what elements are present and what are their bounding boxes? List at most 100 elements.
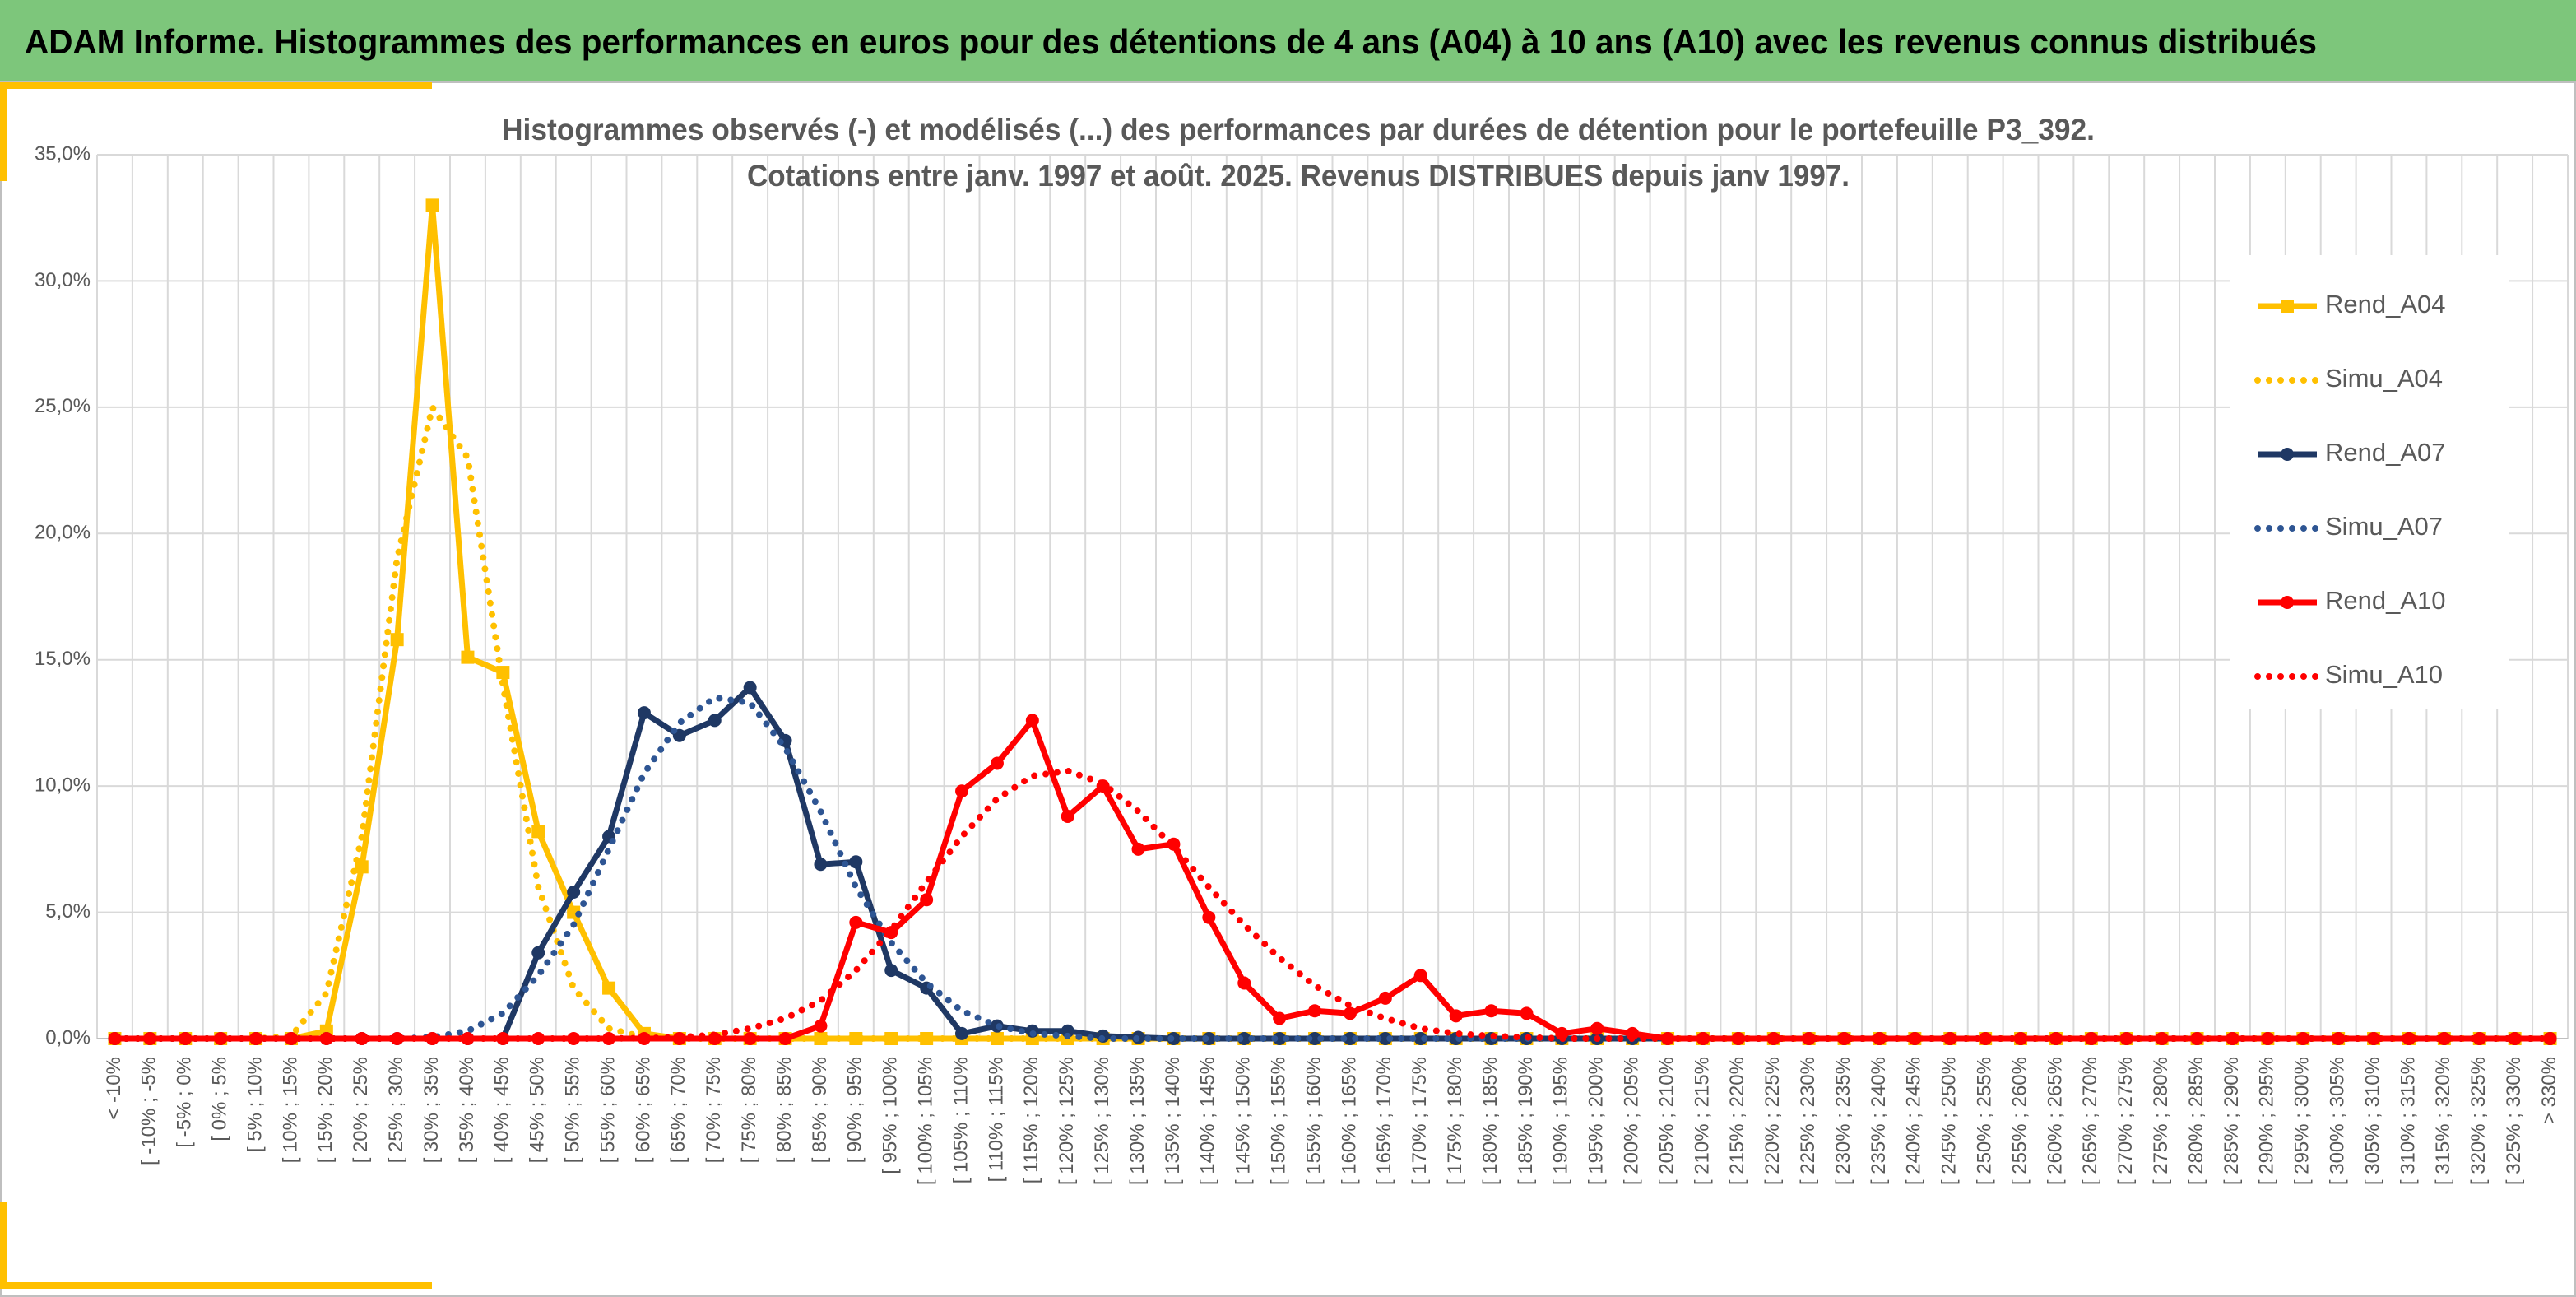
point	[1837, 1032, 1851, 1045]
point	[814, 858, 828, 872]
point	[425, 198, 439, 212]
point	[814, 1032, 828, 1045]
point	[1378, 1032, 1392, 1045]
x-tick-label: [ 60% ; 65%	[632, 1057, 654, 1163]
y-tick-label: 0,0%	[45, 1026, 91, 1048]
header-title: ADAM Informe. Histogrammes des performan…	[25, 22, 2317, 61]
chart-subtitle: Cotations entre janv. 1997 et août. 2025…	[747, 159, 1850, 193]
x-tick-label: [ 170% ; 175%	[1409, 1057, 1431, 1185]
x-tick-label: [ 320% ; 325%	[2467, 1057, 2490, 1185]
x-tick-label: [ 85% ; 90%	[809, 1057, 831, 1163]
point	[1413, 969, 1427, 983]
point	[1766, 1032, 1780, 1045]
x-tick-label: [ 260% ; 265%	[2044, 1057, 2066, 1185]
point	[1378, 991, 1392, 1005]
x-tick-label: [ 50% ; 55%	[561, 1057, 583, 1163]
y-tick-label: 10,0%	[35, 774, 91, 796]
y-tick-label: 5,0%	[45, 900, 91, 923]
point	[1308, 1004, 1322, 1018]
x-tick-label: [ 130% ; 135%	[1126, 1057, 1149, 1185]
x-tick-label: [ 10% ; 15%	[279, 1057, 301, 1163]
y-tick-label: 15,0%	[35, 648, 91, 670]
point	[743, 681, 757, 695]
point	[390, 1032, 404, 1045]
point	[1590, 1021, 1604, 1035]
point	[1343, 1032, 1357, 1045]
x-tick-label: [ 240% ; 245%	[1903, 1057, 1925, 1185]
x-tick-label: [ 325% ; 330%	[2503, 1057, 2525, 1185]
x-tick-label: [ -10% ; -5%	[138, 1057, 160, 1165]
point	[461, 1032, 475, 1045]
point	[355, 860, 369, 874]
x-tick-label: [ 215% ; 220%	[1726, 1057, 1748, 1185]
chart-title: Histogrammes observés (-) et modélisés (…	[502, 113, 2095, 146]
point	[2472, 1032, 2486, 1045]
x-tick-label: [ 175% ; 180%	[1444, 1057, 1466, 1185]
point	[531, 825, 545, 839]
x-tick-label: [ 165% ; 170%	[1373, 1057, 1395, 1185]
legend-label: Rend_A04	[2325, 290, 2446, 318]
point	[2437, 1032, 2451, 1045]
point	[319, 1032, 333, 1045]
x-tick-label: [ 20% ; 25%	[350, 1057, 372, 1163]
point	[1061, 1024, 1074, 1038]
x-tick-label: [ 210% ; 215%	[1691, 1057, 1713, 1185]
point	[1308, 1032, 1322, 1045]
point	[849, 855, 863, 869]
point	[708, 714, 722, 728]
point	[2332, 1032, 2346, 1045]
x-tick-label: [ 110% ; 115%	[985, 1057, 1007, 1183]
x-tick-label: [ 5% ; 10%	[244, 1057, 266, 1152]
x-tick-label: [ 35% ; 40%	[456, 1057, 478, 1163]
x-tick-label: [ 55% ; 60%	[596, 1057, 619, 1163]
point	[1413, 1032, 1427, 1045]
x-tick-label: [ 315% ; 320%	[2432, 1057, 2454, 1185]
point	[1979, 1032, 1993, 1045]
point	[1025, 714, 1039, 728]
point	[1484, 1004, 1498, 1018]
x-tick-label: [ 90% ; 95%	[844, 1057, 866, 1163]
point	[390, 633, 404, 647]
x-tick-label: [ 25% ; 30%	[385, 1057, 407, 1163]
x-tick-label: [ 125% ; 130%	[1091, 1057, 1113, 1185]
point	[461, 650, 475, 664]
x-tick-label: [ 75% ; 80%	[738, 1057, 760, 1163]
x-tick-label: [ 250% ; 255%	[1973, 1057, 1995, 1185]
x-tick-label: [ 150% ; 155%	[1267, 1057, 1289, 1185]
point	[637, 706, 651, 720]
x-tick-label: [ -5% ; 0%	[174, 1057, 196, 1148]
point	[1943, 1032, 1957, 1045]
y-tick-label: 25,0%	[35, 395, 91, 417]
x-tick-label: [ 15% ; 20%	[314, 1057, 337, 1163]
x-tick-label: [ 230% ; 235%	[1832, 1057, 1854, 1185]
legend-label: Simu_A04	[2325, 364, 2443, 393]
legend-marker	[2281, 448, 2294, 461]
x-tick-label: [ 190% ; 195%	[1550, 1057, 1572, 1185]
point	[355, 1032, 369, 1045]
point	[1520, 1006, 1534, 1020]
point	[2367, 1032, 2381, 1045]
point	[1061, 809, 1074, 823]
x-tick-label: [ 115% ; 120%	[1020, 1057, 1042, 1183]
x-tick-label: [ 300% ; 305%	[2326, 1057, 2348, 1185]
x-tick-label: [ 40% ; 45%	[491, 1057, 513, 1163]
x-tick-label: [ 275% ; 280%	[2150, 1057, 2172, 1185]
point	[955, 784, 969, 798]
x-tick-label: [ 30% ; 35%	[420, 1057, 443, 1163]
point	[849, 1032, 863, 1045]
point	[1202, 1032, 1216, 1045]
frame-accent	[0, 1202, 432, 1289]
x-tick-label: [ 135% ; 140%	[1162, 1057, 1184, 1185]
point	[955, 1026, 969, 1040]
point	[1273, 1032, 1287, 1045]
chart-frame	[0, 81, 2576, 1297]
point	[1202, 910, 1216, 924]
point	[1802, 1032, 1816, 1045]
point	[496, 1032, 510, 1045]
point	[284, 1032, 298, 1045]
point	[567, 886, 581, 900]
x-tick-label: [ 0% ; 5%	[208, 1057, 230, 1141]
x-tick-label: [ 140% ; 145%	[1197, 1057, 1219, 1185]
point	[814, 1019, 828, 1033]
point	[1908, 1032, 1922, 1045]
